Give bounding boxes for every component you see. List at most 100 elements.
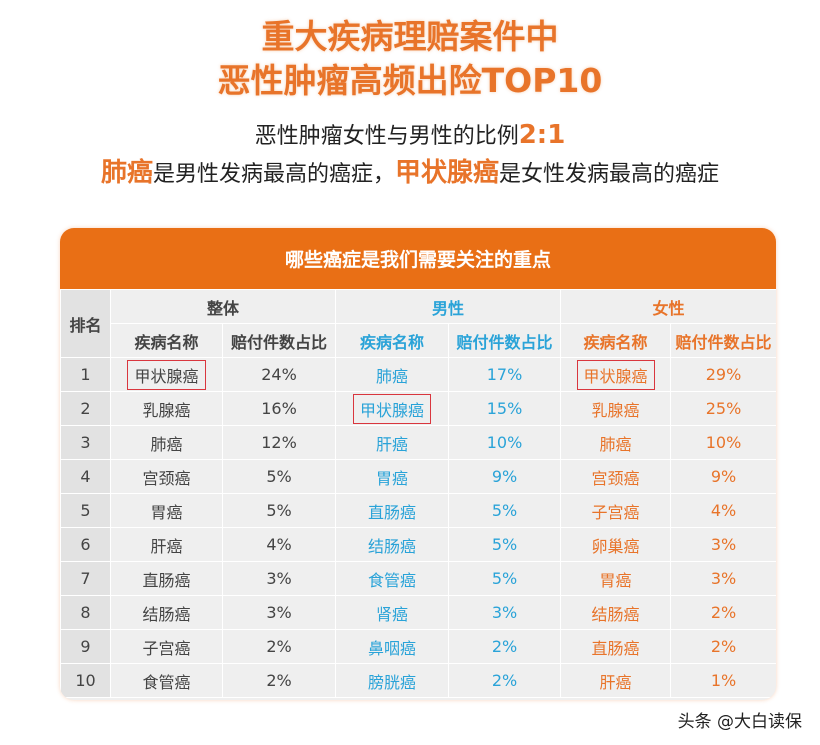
col-pct: 赔付件数占比 xyxy=(670,323,776,358)
table-row: 5 胃癌 5% 直肠癌 5% 子宫癌 4% xyxy=(60,493,776,528)
cell-male: 直肠癌 xyxy=(335,493,450,528)
cell-overall-pct: 5% xyxy=(221,459,337,494)
page-title: 重大疾病理赔案件中 恶性肿瘤高频出险TOP10 xyxy=(0,15,820,103)
cell-overall: 宫颈癌 xyxy=(110,459,223,494)
cell-text: 直肠癌 xyxy=(368,502,417,522)
cell-text: 结肠癌 xyxy=(142,604,191,624)
cell-text: 宫颈癌 xyxy=(142,468,191,488)
cell-rank: 3 xyxy=(60,425,111,460)
cell-overall: 甲状腺癌 xyxy=(110,357,223,392)
cell-text: 10% xyxy=(705,433,742,452)
title-line-2: 恶性肿瘤高频出险TOP10 xyxy=(217,61,603,100)
table-row: 6 肝癌 4% 结肠癌 5% 卵巢癌 3% xyxy=(60,527,776,562)
cell-text: 鼻咽癌 xyxy=(368,638,417,658)
group-female: 女性 xyxy=(560,289,776,324)
cell-text: 直肠癌 xyxy=(142,570,191,590)
cell-text: 5% xyxy=(266,467,292,486)
cell-text: 肝癌 xyxy=(150,536,183,556)
col-pct: 赔付件数占比 xyxy=(221,323,337,358)
ratio-text: 恶性肿瘤女性与男性的比例 xyxy=(254,124,519,149)
cell-text: 7 xyxy=(80,569,91,588)
watermark: 头条 @大白读保 xyxy=(677,712,802,732)
cell-female: 甲状腺癌 xyxy=(560,357,672,392)
cell-text: 12% xyxy=(261,433,297,452)
highlight-line: 肺癌是男性发病最高的癌症，甲状腺癌是女性发病最高的癌症 xyxy=(0,152,820,189)
group-male: 男性 xyxy=(335,289,562,324)
cell-female-pct: 1% xyxy=(670,663,776,698)
col-name: 疾病名称 xyxy=(560,323,672,358)
cell-text: 1 xyxy=(80,365,91,384)
cell-female-pct: 29% xyxy=(670,357,776,392)
cell-male: 食管癌 xyxy=(335,561,450,596)
female-text: 是女性发病最高的癌症 xyxy=(499,162,720,187)
cell-female: 直肠癌 xyxy=(560,629,672,664)
cell-overall-pct: 24% xyxy=(221,357,337,392)
cell-male: 结肠癌 xyxy=(335,527,450,562)
cell-male-pct: 5% xyxy=(448,561,562,596)
cell-text: 3% xyxy=(710,535,737,554)
ratio-value: 2:1 xyxy=(518,120,566,150)
cell-rank: 10 xyxy=(60,663,111,698)
highlighted-cancer-name: 甲状腺癌 xyxy=(353,393,432,424)
cell-text: 肝癌 xyxy=(599,672,632,692)
cell-female: 宫颈癌 xyxy=(560,459,672,494)
rank-header: 排名 xyxy=(60,289,111,358)
cell-text: 膀胱癌 xyxy=(368,672,417,692)
cell-overall-pct: 3% xyxy=(221,595,337,630)
cell-female-pct: 4% xyxy=(670,493,776,528)
table-row: 7 直肠癌 3% 食管癌 5% 胃癌 3% xyxy=(60,561,776,596)
cell-text: 2% xyxy=(710,603,737,622)
table-row: 10 食管癌 2% 膀胱癌 2% 肝癌 1% xyxy=(60,663,776,698)
cell-overall-pct: 4% xyxy=(221,527,337,562)
cell-overall: 肺癌 xyxy=(110,425,223,460)
cell-text: 2 xyxy=(80,399,91,418)
cell-text: 2% xyxy=(491,637,518,656)
male-highlight: 肺癌 xyxy=(100,158,153,188)
cell-text: 2% xyxy=(491,671,518,690)
cell-text: 4% xyxy=(266,535,292,554)
cell-male: 胃癌 xyxy=(335,459,450,494)
table-row: 3 肺癌 12% 肝癌 10% 肺癌 10% xyxy=(60,425,776,460)
cell-text: 15% xyxy=(486,399,523,418)
cell-rank: 7 xyxy=(60,561,111,596)
col-pct: 赔付件数占比 xyxy=(448,323,562,358)
cell-overall: 乳腺癌 xyxy=(110,391,223,426)
cell-text: 29% xyxy=(705,365,742,384)
cell-text: 宫颈癌 xyxy=(591,468,640,488)
cell-overall: 肝癌 xyxy=(110,527,223,562)
cell-text: 食管癌 xyxy=(142,672,191,692)
table-banner: 哪些癌症是我们需要关注的重点 xyxy=(60,228,776,289)
group-overall: 整体 xyxy=(109,289,337,324)
cell-female: 结肠癌 xyxy=(560,595,672,630)
cell-text: 乳腺癌 xyxy=(142,400,191,420)
cell-text: 结肠癌 xyxy=(368,536,417,556)
cell-female-pct: 10% xyxy=(670,425,776,460)
cell-male-pct: 17% xyxy=(448,357,562,392)
cell-text: 胃癌 xyxy=(376,468,409,488)
cell-text: 16% xyxy=(261,399,297,418)
table-row: 2 乳腺癌 16% 甲状腺癌 15% 乳腺癌 25% xyxy=(60,391,776,426)
table-row: 4 宫颈癌 5% 胃癌 9% 宫颈癌 9% xyxy=(60,459,776,494)
cell-text: 9% xyxy=(491,467,518,486)
female-highlight: 甲状腺癌 xyxy=(395,158,500,188)
cell-text: 17% xyxy=(486,365,523,384)
cell-overall-pct: 12% xyxy=(221,425,337,460)
ratio-line: 恶性肿瘤女性与男性的比例2:1 xyxy=(0,118,820,150)
cell-text: 10% xyxy=(486,433,523,452)
cell-text: 2% xyxy=(266,637,292,656)
cell-male: 肺癌 xyxy=(335,357,450,392)
cell-text: 9% xyxy=(710,467,737,486)
cancer-table: 排名 整体 男性 女性 疾病名称 赔付件数占比 疾病名称 赔付件数占比 疾病名称 赔付… xyxy=(60,289,776,698)
cell-text: 卵巢癌 xyxy=(591,536,640,556)
cell-text: 4 xyxy=(80,467,91,486)
cell-male-pct: 2% xyxy=(448,629,562,664)
cell-male: 鼻咽癌 xyxy=(335,629,450,664)
cell-text: 24% xyxy=(261,365,297,384)
cell-male: 甲状腺癌 xyxy=(335,391,450,426)
cell-male-pct: 15% xyxy=(448,391,562,426)
cell-female-pct: 2% xyxy=(670,629,776,664)
cell-rank: 4 xyxy=(60,459,111,494)
cell-text: 5% xyxy=(266,501,292,520)
cell-rank: 2 xyxy=(60,391,111,426)
cell-text: 子宫癌 xyxy=(591,502,640,522)
